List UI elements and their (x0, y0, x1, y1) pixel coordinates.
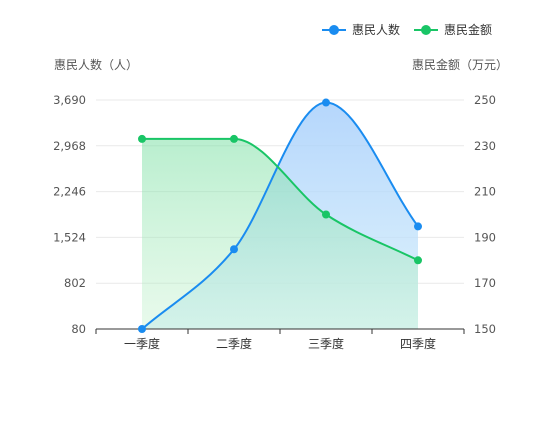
y-right-tick-label: 150 (474, 322, 496, 336)
y-right-tick-label: 170 (474, 276, 496, 290)
legend-label: 惠民金额 (444, 22, 492, 37)
y-left-tick-label: 802 (64, 276, 86, 290)
y-right-tick-label: 230 (474, 139, 496, 153)
legend-item[interactable]: 惠民人数 (322, 22, 400, 37)
data-point-people (414, 222, 422, 231)
x-tick-label: 四季度 (400, 336, 436, 351)
data-point-amount (138, 134, 146, 143)
axis-labels: 3,690 250 2,968 230 2,246 210 1,524 190 802 170 80… (53, 57, 508, 351)
line-people (141, 101, 419, 330)
data-point-amount (230, 134, 238, 143)
legend-item[interactable]: 惠民金额 (414, 22, 492, 37)
x-tick-label: 三季度 (308, 336, 344, 351)
y-right-tick-label: 210 (474, 185, 496, 199)
area-amount (142, 138, 418, 329)
y-left-tick-label: 2,968 (53, 139, 86, 153)
data-point-amount (322, 210, 330, 219)
x-tick-label: 一季度 (124, 336, 160, 351)
y-right-axis-title: 惠民金额（万元） (412, 57, 508, 72)
data-point-amount (414, 256, 422, 265)
legend-marker (421, 25, 431, 35)
y-left-tick-label: 2,246 (53, 185, 86, 199)
series-points (138, 98, 422, 333)
y-left-axis-title: 惠民人数（人） (54, 57, 138, 72)
data-point-people (322, 98, 330, 107)
x-tick-label: 二季度 (216, 336, 252, 351)
series-lines (141, 101, 419, 330)
legend[interactable]: 惠民人数 惠民金额 (322, 22, 492, 37)
line-amount (142, 137, 419, 262)
y-left-tick-label: 80 (71, 322, 86, 336)
legend-marker (329, 25, 339, 35)
series-areas (142, 102, 418, 329)
y-left-tick-label: 3,690 (53, 93, 86, 107)
axes (95, 328, 465, 334)
y-right-tick-label: 190 (474, 230, 496, 244)
y-left-tick-label: 1,524 (53, 230, 86, 244)
legend-label: 惠民人数 (352, 22, 400, 37)
y-right-tick-label: 250 (474, 93, 496, 107)
data-point-people (230, 245, 238, 254)
data-point-people (138, 325, 146, 333)
